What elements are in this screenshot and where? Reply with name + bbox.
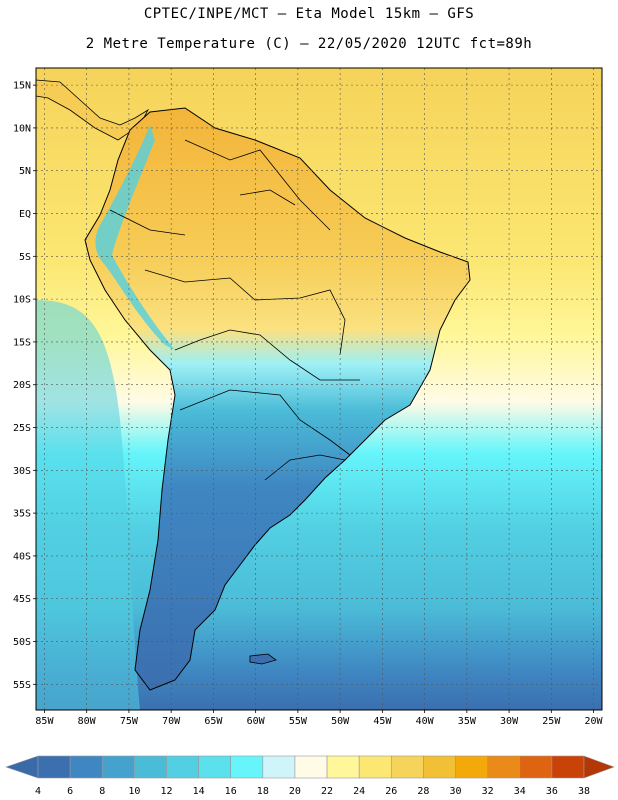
colorbar-tick-label: 10 — [128, 786, 140, 797]
lat-label: 5N — [19, 166, 31, 177]
colorbar-extend-low — [5, 755, 39, 779]
colorbar-tick-label: 28 — [417, 786, 429, 797]
colorbar-extend-high — [583, 755, 615, 779]
lat-label: 20S — [13, 380, 31, 391]
colorbar-box — [69, 755, 103, 779]
colorbar-tick-label: 34 — [514, 786, 526, 797]
colorbar-box — [134, 755, 167, 779]
lon-label: 40W — [416, 716, 435, 727]
colorbar-tick-label: 30 — [450, 786, 462, 797]
colorbar-tick-label: 14 — [193, 786, 205, 797]
longitude-labels: 85W 80W 75W 70W 65W 60W 55W 50W 45W 40W 35W 30W 25W 2… — [35, 710, 604, 727]
lat-label: 35S — [13, 509, 31, 520]
latitude-labels: 15N 10N 5N EQ 5S 10S 15S 20S 25S 30S 35S 40S 45S 50S 5… — [13, 81, 36, 691]
map-title: CPTEC/INPE/MCT – Eta Model 15km – GFS — [143, 6, 475, 22]
lat-label: 55S — [13, 680, 31, 691]
colorbar-tick-label: 36 — [546, 786, 558, 797]
lon-label: 20W — [585, 716, 604, 727]
lat-label: 45S — [13, 594, 31, 605]
lon-label: 65W — [204, 716, 223, 727]
lat-label: 5S — [19, 252, 31, 263]
lon-label: 25W — [542, 716, 561, 727]
lon-label: 55W — [289, 716, 308, 727]
lon-label: 75W — [120, 716, 139, 727]
lon-label: 70W — [162, 716, 181, 727]
colorbar-tick-label: 26 — [385, 786, 397, 797]
lon-label: 30W — [500, 716, 519, 727]
andes-cool-strip — [95, 125, 175, 350]
lon-label: 50W — [331, 716, 350, 727]
colorbar-box — [423, 755, 456, 779]
lon-label: 45W — [373, 716, 392, 727]
lat-label: EQ — [19, 209, 31, 220]
falkland-islands — [249, 653, 277, 665]
colorbar-tick-label: 20 — [289, 786, 301, 797]
colorbar-box — [294, 755, 328, 779]
lon-label: 35W — [458, 716, 477, 727]
colorbar-tick-label: 4 — [35, 786, 41, 797]
colorbar-tick-label: 16 — [225, 786, 237, 797]
colorbar-box — [326, 755, 360, 779]
colorbar-box — [358, 755, 392, 779]
map-gridlines — [36, 68, 602, 710]
map-frame — [35, 67, 603, 711]
colorbar-tick-label: 22 — [321, 786, 333, 797]
pacific-cool-region — [36, 300, 140, 710]
colorbar-box — [262, 755, 296, 779]
lat-label: 10S — [13, 295, 31, 306]
colorbar-tick-label: 18 — [257, 786, 269, 797]
colorbar-tick-label: 38 — [578, 786, 590, 797]
lon-label: 85W — [35, 716, 54, 727]
colorbar-box — [519, 755, 553, 779]
lat-label: 15S — [13, 337, 31, 348]
colorbar-box — [551, 755, 585, 779]
colorbar-tick-label: 8 — [99, 786, 105, 797]
lat-label: 15N — [13, 81, 31, 92]
map-field — [36, 68, 602, 710]
map-subtitle: 2 Metre Temperature (C) – 22/05/2020 12U… — [85, 36, 533, 52]
colorbar-tick-label: 6 — [67, 786, 73, 797]
lat-label: 40S — [13, 551, 31, 562]
colorbar-box — [198, 755, 232, 779]
colorbar-tick-label: 12 — [160, 786, 172, 797]
temperature-map: 15N 10N 5N EQ 5S 10S 15S 20S 25S 30S 35S 40S 45S 50S 5… — [13, 67, 604, 727]
colorbar-box — [230, 755, 264, 779]
colorbar-box — [487, 755, 521, 779]
colorbar-box — [455, 755, 488, 779]
south-america-land — [84, 107, 471, 691]
colorbar-box — [390, 755, 424, 779]
colorbar-tick-label: 32 — [482, 786, 494, 797]
colorbar-box — [101, 755, 135, 779]
lat-label: 50S — [13, 637, 31, 648]
lat-label: 30S — [13, 466, 31, 477]
colorbar: 4 6 8 10 12 14 16 18 20 22 24 26 28 30 32 34 36 38 — [5, 755, 615, 797]
lat-label: 10N — [13, 123, 31, 134]
colorbar-box — [166, 755, 199, 779]
lat-label: 25S — [13, 423, 31, 434]
colorbar-tick-label: 24 — [353, 786, 365, 797]
lon-label: 60W — [247, 716, 266, 727]
lon-label: 80W — [78, 716, 97, 727]
colorbar-box — [37, 755, 71, 779]
